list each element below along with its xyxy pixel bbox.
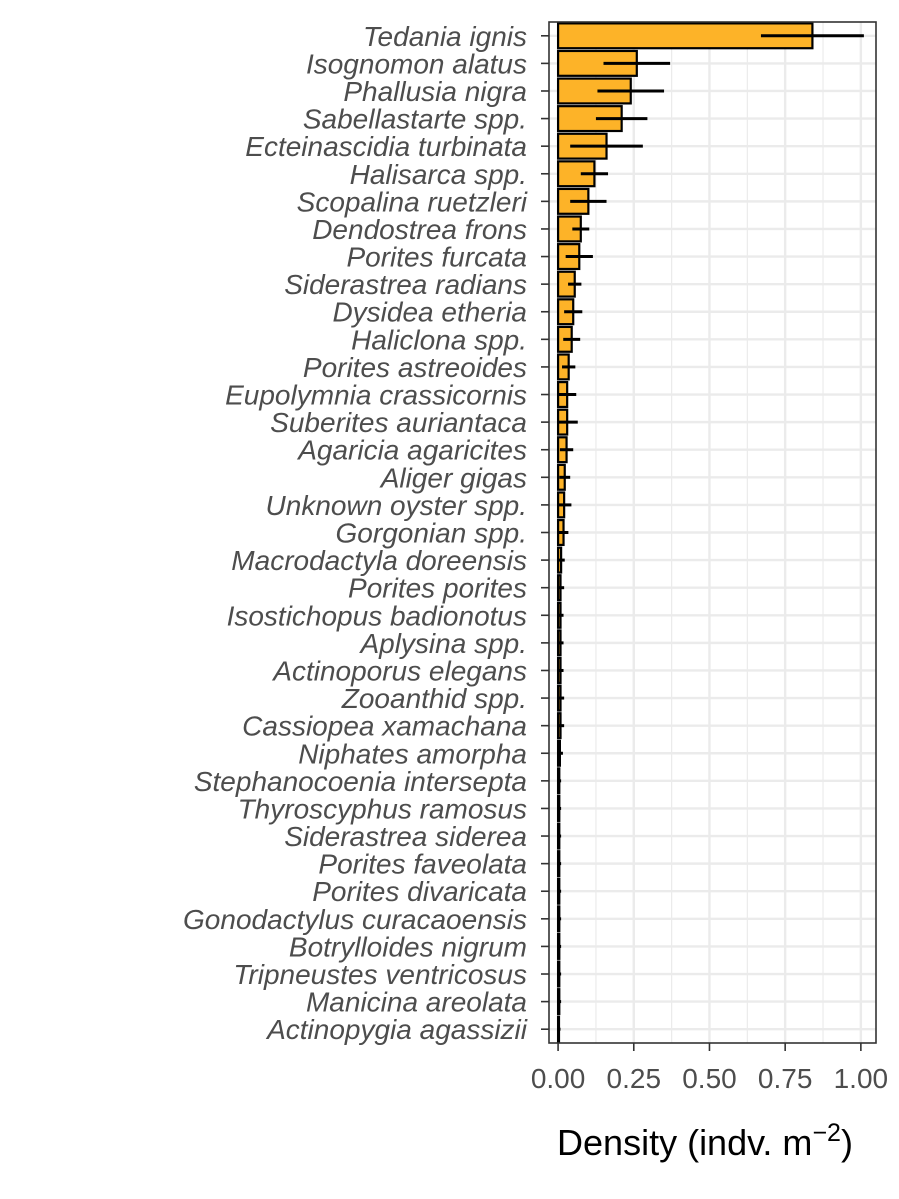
y-tick-label: Zooanthid spp. [341,683,527,714]
y-tick-label: Porites furcata [346,242,527,273]
y-tick-label: Aliger gigas [379,462,527,493]
y-tick-label: Gonodactylus curacaoensis [183,904,527,935]
y-tick-label: Sabellastarte spp. [303,104,527,135]
x-axis-title: Density (indv. m−2) [557,1119,853,1163]
y-tick-label: Tedania ignis [363,21,527,52]
x-axis-title-close: ) [841,1122,853,1163]
x-tick-label: 0.25 [607,1063,662,1094]
x-tick-label: 0.50 [682,1063,737,1094]
y-tick-label: Aplysina spp. [358,628,527,659]
y-tick-label: Niphates amorpha [298,738,527,769]
y-tick-label: Suberites auriantaca [270,407,527,438]
y-tick-label: Cassiopea xamachana [242,711,527,742]
y-tick-label: Siderastrea siderea [284,821,527,852]
y-tick-label: Stephanocoenia intersepta [194,766,527,797]
y-tick-label: Siderastrea radians [284,269,527,300]
y-tick-label: Isostichopus badionotus [227,600,527,631]
y-tick-label: Porites faveolata [318,849,527,880]
y-tick-label: Unknown oyster spp. [266,490,527,521]
x-tick-label: 1.00 [834,1063,889,1094]
error-bars [558,34,864,1031]
y-tick-label: Tripneustes ventricosus [233,959,527,990]
y-tick-label: Haliclona spp. [351,324,527,355]
x-tick-label: 0.75 [758,1063,813,1094]
y-tick-label: Gorgonian spp. [336,518,527,549]
y-tick-label: Botrylloides nigrum [289,931,527,962]
x-tick-label: 0.00 [531,1063,586,1094]
y-tick-label: Phallusia nigra [343,76,527,107]
y-tick-label: Macrodactyla doreensis [231,545,527,576]
y-tick-label: Scopalina ruetzleri [297,186,528,217]
y-tick-label: Halisarca spp. [350,159,527,190]
y-tick-label: Dysidea etheria [332,297,527,328]
y-tick-label: Agaricia agaricites [296,435,527,466]
y-tick-label: Eupolymnia crassicornis [225,380,527,411]
y-tick-label: Thyroscyphus ramosus [238,793,527,824]
y-tick-label: Actinoporus elegans [271,655,527,686]
y-tick-label: Actinopygia agassizii [265,1014,528,1045]
y-tick-label: Ecteinascidia turbinata [245,131,527,162]
x-axis-title-superscript: −2 [812,1119,841,1147]
bar [556,49,638,77]
y-tick-label: Porites divaricata [312,876,527,907]
y-tick-label: Isognomon alatus [306,48,527,79]
y-tick-label: Dendostrea frons [312,214,527,245]
y-tick-label: Porites porites [348,573,527,604]
y-tick-label: Manicina areolata [306,987,527,1018]
x-axis: 0.00 0.25 0.50 0.75 1.00 [531,1043,888,1094]
y-tick-label: Porites astreoides [303,352,527,383]
